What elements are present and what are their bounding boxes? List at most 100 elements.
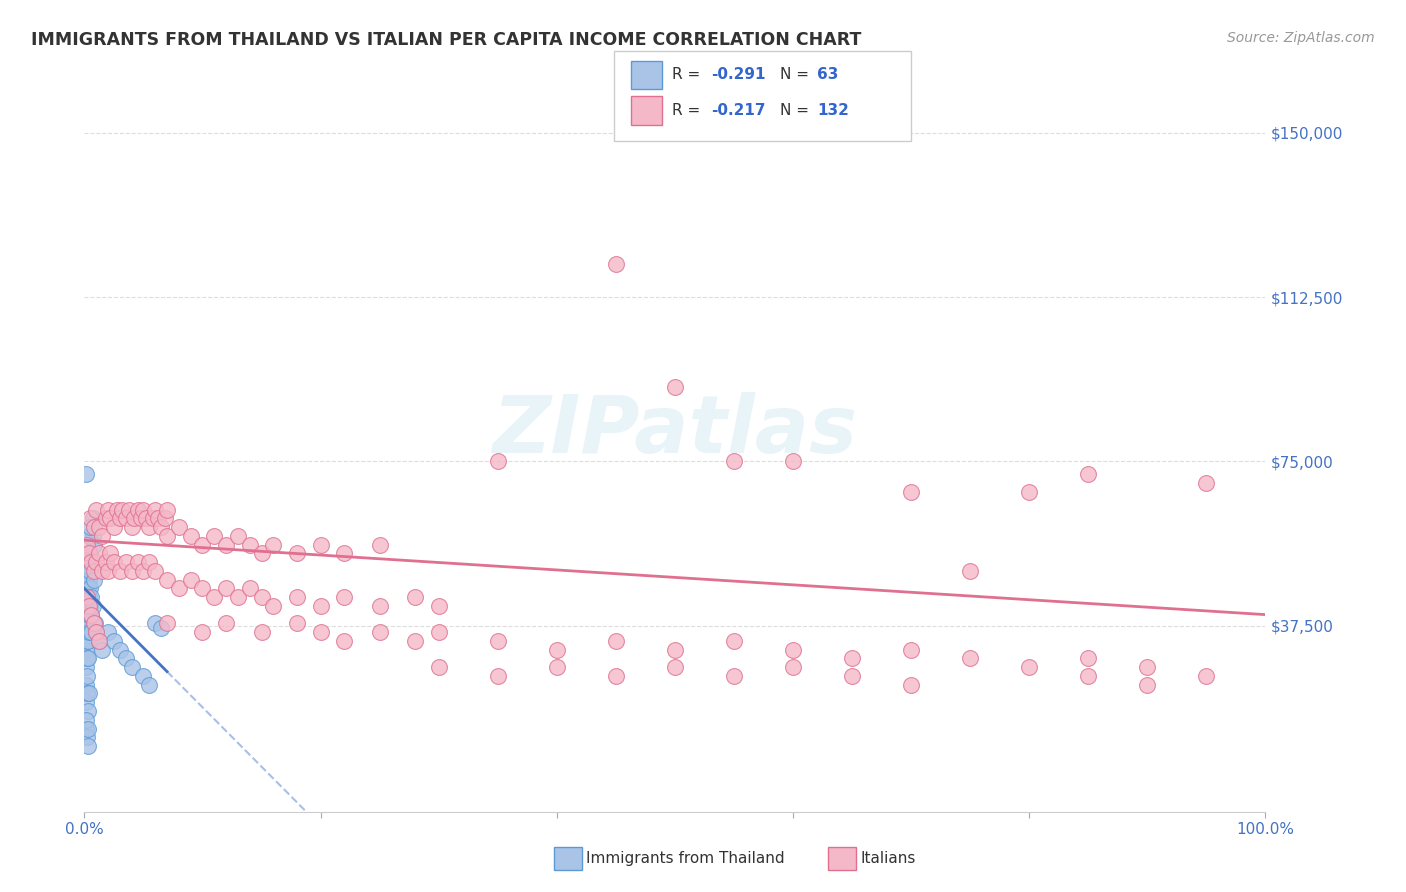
Point (108, 511, 131, 525)
Point (146, 511, 169, 525)
Point (75, 722, 97, 736)
Point (156, 529, 179, 543)
Point (80, 625, 103, 640)
Point (79, 599, 101, 613)
Point (156, 502, 179, 516)
Text: R =: R = (672, 103, 706, 118)
Point (1077, 467, 1099, 482)
Point (75, 573, 97, 587)
Point (129, 511, 152, 525)
Point (83, 616, 105, 631)
Point (285, 616, 308, 631)
Point (77, 704, 100, 718)
Point (75, 695, 97, 709)
Point (79, 520, 101, 534)
Point (900, 485, 922, 500)
Point (79, 582, 101, 596)
Point (83, 537, 105, 551)
Point (77, 722, 100, 736)
Point (77, 616, 100, 631)
Point (215, 537, 238, 551)
Point (114, 651, 136, 665)
Point (98, 511, 121, 525)
Point (135, 511, 157, 525)
Point (76, 686, 98, 700)
Point (959, 564, 981, 578)
Point (75, 713, 97, 727)
Point (782, 642, 804, 657)
Point (77, 564, 100, 578)
Point (226, 529, 249, 543)
Point (76, 582, 98, 596)
Point (215, 582, 238, 596)
Point (723, 669, 745, 683)
Point (664, 380, 686, 394)
Point (75, 590, 97, 604)
Point (191, 537, 214, 551)
Point (156, 573, 179, 587)
Text: R =: R = (672, 68, 706, 82)
Point (80, 607, 103, 622)
Point (122, 511, 145, 525)
Point (138, 520, 160, 534)
Point (79, 511, 101, 525)
Point (150, 621, 173, 635)
Point (103, 555, 125, 569)
Point (91, 529, 114, 543)
Point (132, 564, 155, 578)
Point (76, 599, 98, 613)
Point (75, 467, 97, 482)
Point (664, 642, 686, 657)
Point (77, 599, 100, 613)
Point (77, 590, 100, 604)
Point (76, 590, 98, 604)
Point (97, 564, 120, 578)
Point (427, 660, 450, 674)
Point (84, 502, 107, 516)
Point (239, 582, 262, 596)
Point (77, 529, 100, 543)
Point (114, 555, 136, 569)
Text: ZIPatlas: ZIPatlas (492, 392, 858, 470)
Point (723, 634, 745, 648)
Point (84, 625, 107, 640)
Point (309, 599, 332, 613)
Point (121, 564, 143, 578)
Point (250, 546, 273, 560)
Point (143, 616, 166, 631)
Text: IMMIGRANTS FROM THAILAND VS ITALIAN PER CAPITA INCOME CORRELATION CHART: IMMIGRANTS FROM THAILAND VS ITALIAN PER … (31, 31, 862, 49)
Point (97, 502, 120, 516)
Point (76, 616, 98, 631)
Point (841, 669, 863, 683)
Point (285, 590, 308, 604)
Point (1195, 476, 1218, 491)
Point (77, 555, 100, 569)
Point (664, 660, 686, 674)
Point (427, 625, 450, 640)
Point (368, 599, 391, 613)
Point (83, 573, 105, 587)
Point (215, 616, 238, 631)
Point (114, 511, 136, 525)
Point (108, 564, 131, 578)
Point (605, 634, 627, 648)
Point (76, 651, 98, 665)
Text: N =: N = (780, 68, 814, 82)
Point (142, 511, 165, 525)
Point (546, 660, 568, 674)
Point (94, 511, 117, 525)
Point (79, 564, 101, 578)
Point (91, 564, 114, 578)
Text: N =: N = (780, 103, 814, 118)
Point (427, 599, 450, 613)
Text: -0.217: -0.217 (711, 103, 766, 118)
Point (103, 520, 125, 534)
Point (180, 529, 202, 543)
Point (91, 642, 114, 657)
Point (77, 607, 100, 622)
Point (97, 625, 120, 640)
Point (239, 537, 262, 551)
Text: -0.291: -0.291 (711, 68, 766, 82)
Point (76, 537, 98, 551)
Point (87, 634, 110, 648)
